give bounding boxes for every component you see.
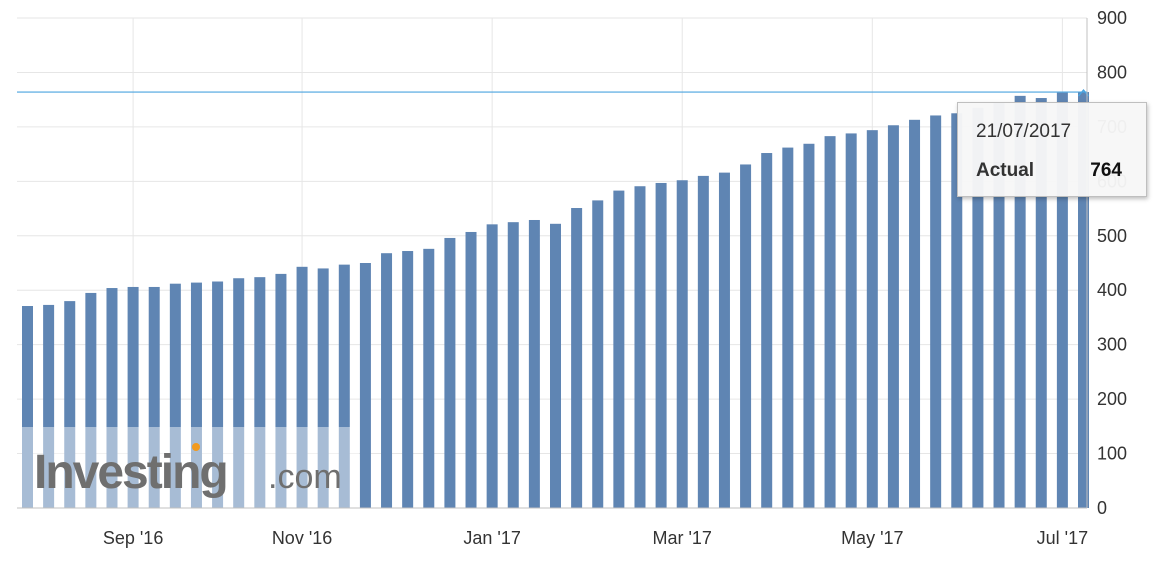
bar[interactable] bbox=[740, 164, 752, 508]
bar[interactable] bbox=[697, 175, 709, 508]
bar[interactable] bbox=[43, 304, 55, 508]
watermark-background bbox=[22, 427, 359, 508]
y-tick-label: 100 bbox=[1097, 444, 1127, 464]
bar[interactable] bbox=[486, 224, 498, 508]
bar[interactable] bbox=[190, 282, 202, 508]
x-axis-ticks: Sep '16 Nov '16 Jan '17 Mar '17 May '17 Jul '… bbox=[103, 528, 1088, 548]
tooltip-value: 764 bbox=[1090, 160, 1122, 181]
bar[interactable] bbox=[254, 277, 266, 508]
y-tick-label: 200 bbox=[1097, 389, 1127, 409]
bar[interactable] bbox=[1078, 92, 1089, 508]
bar[interactable] bbox=[148, 286, 160, 508]
bar[interactable] bbox=[1056, 92, 1068, 508]
x-tick-label: Nov '16 bbox=[272, 528, 332, 548]
y-tick-label: 400 bbox=[1097, 280, 1127, 300]
bar[interactable] bbox=[1035, 98, 1047, 508]
watermark: Investing .com bbox=[22, 427, 359, 508]
y-axis-ticks: 0100200300400500600700800900 bbox=[1097, 8, 1127, 518]
bar[interactable] bbox=[718, 172, 730, 508]
bar[interactable] bbox=[571, 208, 583, 508]
bar[interactable] bbox=[85, 292, 97, 508]
bar[interactable] bbox=[528, 219, 540, 509]
y-tick-label: 500 bbox=[1097, 226, 1127, 246]
bar[interactable] bbox=[233, 278, 245, 508]
bar[interactable] bbox=[317, 268, 329, 508]
bar[interactable] bbox=[866, 130, 878, 508]
bar[interactable] bbox=[212, 281, 224, 508]
bar[interactable] bbox=[592, 200, 604, 508]
bar[interactable] bbox=[634, 186, 646, 509]
bar[interactable] bbox=[930, 115, 942, 509]
bar[interactable] bbox=[951, 113, 963, 508]
bar[interactable] bbox=[655, 182, 667, 508]
y-tick-label: 800 bbox=[1097, 62, 1127, 82]
bar[interactable] bbox=[465, 231, 477, 508]
y-tick-label: 300 bbox=[1097, 335, 1127, 355]
bar[interactable] bbox=[761, 153, 773, 508]
y-tick-label: 900 bbox=[1097, 8, 1127, 28]
bar[interactable] bbox=[676, 180, 688, 509]
bar[interactable] bbox=[613, 190, 625, 508]
bar[interactable] bbox=[1014, 95, 1026, 509]
x-tick-label: Jan '17 bbox=[463, 528, 520, 548]
tooltip-date: 21/07/2017 bbox=[976, 121, 1072, 142]
watermark-logo-suffix: .com bbox=[268, 458, 342, 496]
watermark-dot-icon bbox=[192, 443, 200, 451]
bar[interactable] bbox=[338, 264, 350, 508]
bar[interactable] bbox=[423, 248, 435, 508]
bar[interactable] bbox=[972, 107, 984, 508]
bar[interactable] bbox=[782, 147, 794, 508]
bar[interactable] bbox=[64, 301, 76, 508]
bar[interactable] bbox=[507, 222, 519, 509]
bar[interactable] bbox=[845, 133, 857, 509]
bar[interactable] bbox=[824, 136, 836, 508]
tooltip-label: Actual bbox=[976, 160, 1035, 181]
watermark-logo: Investing bbox=[34, 446, 227, 499]
x-tick-label: Jul '17 bbox=[1037, 528, 1088, 548]
bar[interactable] bbox=[444, 237, 456, 508]
bar[interactable] bbox=[127, 286, 139, 508]
x-tick-label: May '17 bbox=[841, 528, 903, 548]
bar[interactable] bbox=[275, 273, 287, 508]
tooltip: 21/07/2017 Actual 764 bbox=[957, 102, 1147, 197]
bar[interactable] bbox=[381, 253, 393, 508]
bars bbox=[22, 92, 1089, 509]
bar[interactable] bbox=[296, 266, 308, 508]
bar[interactable] bbox=[359, 263, 371, 508]
bar[interactable] bbox=[803, 143, 815, 508]
bar[interactable] bbox=[909, 119, 921, 508]
bar[interactable] bbox=[22, 306, 33, 508]
bar[interactable] bbox=[993, 102, 1005, 509]
bar[interactable] bbox=[106, 288, 118, 508]
bar[interactable] bbox=[550, 223, 561, 509]
bar[interactable] bbox=[402, 251, 414, 508]
bar[interactable] bbox=[887, 125, 899, 508]
bar[interactable] bbox=[169, 283, 181, 508]
y-tick-label: 0 bbox=[1097, 498, 1107, 518]
x-tick-label: Sep '16 bbox=[103, 528, 164, 548]
x-tick-label: Mar '17 bbox=[652, 528, 711, 548]
